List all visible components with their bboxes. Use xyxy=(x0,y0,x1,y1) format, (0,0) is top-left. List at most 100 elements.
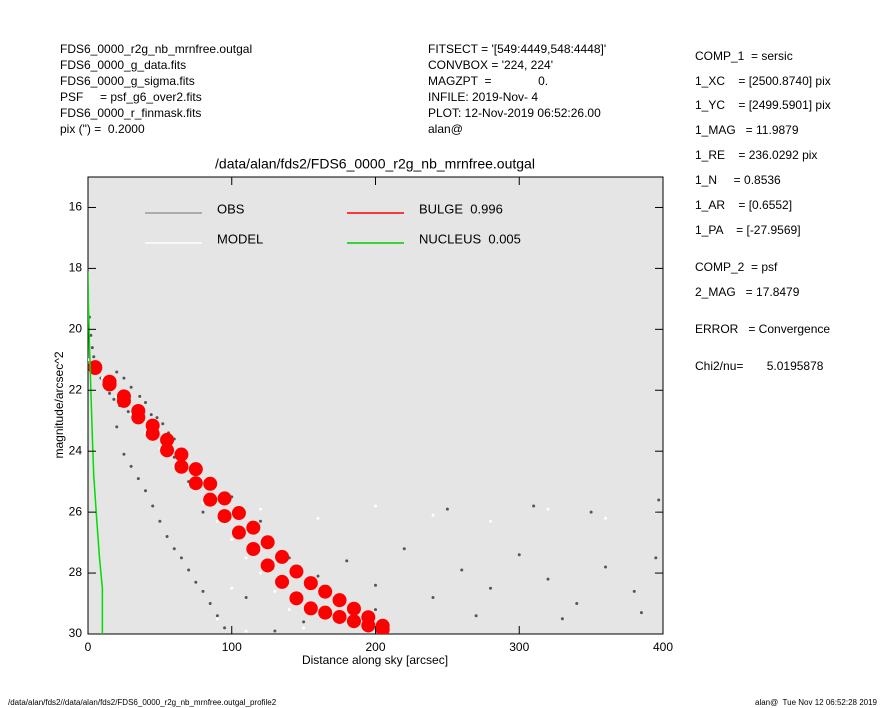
fit-parameter: 1_AR = [0.6552] xyxy=(695,198,792,212)
data-point xyxy=(160,443,175,458)
fit-parameter: Chi2/nu= 5.0195878 xyxy=(695,359,824,373)
data-point xyxy=(332,593,347,608)
data-point xyxy=(155,416,159,420)
data-point xyxy=(201,510,205,514)
fit-parameter: 1_N = 0.8536 xyxy=(695,173,781,187)
data-point xyxy=(332,609,347,624)
data-point xyxy=(346,601,361,616)
data-point xyxy=(517,553,521,557)
data-point xyxy=(546,577,550,581)
data-point xyxy=(161,422,165,426)
data-point xyxy=(273,589,277,593)
fit-parameter: 2_MAG = 17.8479 xyxy=(695,285,800,299)
fit-parameter: 1_RE = 236.0292 pix xyxy=(695,148,817,162)
data-point xyxy=(302,626,306,630)
data-point xyxy=(217,491,232,506)
axes: 0 100 200 300 400 16 18 20 22 24 26 28 30 xyxy=(69,177,673,654)
data-point xyxy=(289,564,304,579)
points xyxy=(88,271,661,634)
data-point xyxy=(188,476,203,491)
data-point xyxy=(223,626,227,630)
data-point xyxy=(303,576,318,591)
data-point xyxy=(138,394,142,398)
y-tick-label: 28 xyxy=(69,565,83,579)
data-point xyxy=(145,426,160,441)
header-middle-line: MAGZPT = 0. xyxy=(428,74,548,88)
data-point xyxy=(374,504,377,508)
x-tick-label: 400 xyxy=(653,640,673,654)
data-point xyxy=(604,516,607,520)
header-middle-line: PLOT: 12-Nov-2019 06:52:26.00 xyxy=(428,106,601,120)
y-tick-label: 26 xyxy=(69,504,83,518)
data-point xyxy=(289,591,304,606)
data-point xyxy=(129,385,133,389)
data-point xyxy=(90,346,94,350)
y-tick-label: 18 xyxy=(69,261,83,275)
y-axis-label: magnitude/arcsec^2 xyxy=(52,351,66,458)
header-left-line: FDS6_0000_r_finmask.fits xyxy=(60,106,201,120)
data-point xyxy=(259,571,262,575)
data-point xyxy=(275,574,290,589)
data-point xyxy=(346,614,361,629)
data-point xyxy=(174,447,189,462)
data-point xyxy=(160,432,175,447)
data-point xyxy=(260,558,275,573)
data-point xyxy=(489,519,492,523)
y-tick-label: 20 xyxy=(69,322,83,336)
data-point xyxy=(215,519,219,523)
fit-parameter: 1_YC = [2499.5901] pix xyxy=(695,98,831,112)
data-point xyxy=(259,507,262,511)
data-point xyxy=(560,617,564,621)
data-point xyxy=(431,513,435,517)
data-point xyxy=(115,425,119,429)
data-point xyxy=(88,358,90,362)
data-point xyxy=(374,583,377,587)
y-tick-label: 22 xyxy=(69,382,83,396)
y-tick-label: 30 xyxy=(69,626,83,640)
data-point xyxy=(639,611,643,615)
data-point xyxy=(460,568,464,572)
data-point xyxy=(244,556,248,560)
chart-title: /data/alan/fds2/FDS6_0000_r2g_nb_mrnfree… xyxy=(215,156,535,172)
data-point xyxy=(345,559,349,563)
data-point xyxy=(260,535,275,550)
data-point xyxy=(179,556,183,560)
data-point xyxy=(122,452,126,456)
data-point xyxy=(129,464,133,468)
header-left-line: FDS6_0000_r2g_nb_mrnfree.outgal xyxy=(60,42,252,56)
data-point xyxy=(215,617,219,621)
data-point xyxy=(203,476,218,491)
header-middle-line: INFILE: 2019-Nov- 4 xyxy=(428,90,538,104)
data-point xyxy=(273,629,277,633)
y-tick-label: 16 xyxy=(69,200,83,214)
data-point xyxy=(230,586,234,590)
fit-parameter: COMP_2 = psf xyxy=(695,260,778,274)
data-point xyxy=(474,614,478,618)
header-middle-line: alan@ xyxy=(428,122,463,136)
data-point xyxy=(361,618,376,633)
data-point xyxy=(215,614,219,618)
data-point xyxy=(172,547,176,551)
data-point xyxy=(287,608,291,612)
data-point xyxy=(158,519,162,523)
data-point xyxy=(302,620,306,624)
data-point xyxy=(402,547,406,551)
data-point xyxy=(657,498,661,502)
legend-label: NUCLEUS 0.005 xyxy=(419,231,521,246)
data-point xyxy=(231,506,246,521)
data-point xyxy=(144,400,147,404)
x-tick-label: 0 xyxy=(85,640,92,654)
data-point xyxy=(203,492,218,507)
data-point xyxy=(489,586,492,590)
data-point xyxy=(88,361,103,376)
data-point xyxy=(112,397,116,401)
data-point xyxy=(149,413,153,417)
data-point xyxy=(201,589,205,593)
data-point xyxy=(654,556,658,560)
data-point xyxy=(126,410,130,414)
legend-label: BULGE 0.996 xyxy=(419,201,503,216)
data-point xyxy=(187,568,191,572)
fit-parameter: COMP_1 = sersic xyxy=(695,49,793,63)
header-left-line: FDS6_0000_g_data.fits xyxy=(60,58,186,72)
